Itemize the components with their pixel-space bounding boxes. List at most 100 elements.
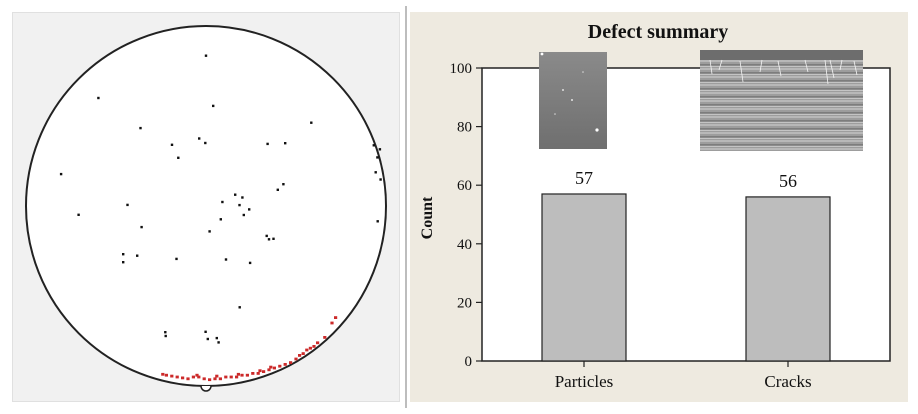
crack-defect	[305, 348, 309, 352]
particle-defect	[374, 171, 377, 174]
crack-defect	[195, 373, 199, 377]
crack-defect	[262, 370, 266, 373]
y-tick-label: 20	[457, 295, 472, 311]
particle-defect	[272, 237, 275, 240]
particle-defect	[215, 336, 218, 340]
x-tick-label: Particles	[555, 372, 614, 391]
particle-defect	[204, 54, 208, 57]
y-axis: 0 20 40 60 80 100	[450, 61, 482, 370]
particle-defect	[282, 183, 285, 186]
particle-defect	[372, 144, 375, 147]
particle-defect	[376, 220, 379, 223]
particle-defect	[204, 330, 207, 333]
crack-defect	[256, 372, 260, 375]
particle-defect	[378, 148, 382, 151]
particle-defect	[122, 253, 125, 256]
data-label: 56	[779, 171, 797, 191]
bar-particles	[541, 193, 627, 362]
crack-defect	[330, 321, 334, 325]
crack-defect	[215, 374, 219, 378]
crack-defect	[267, 368, 271, 372]
defect-summary-chart: Defect summary 0 20 40 60 80 100 Count 57 Part…	[419, 21, 891, 391]
y-axis-label: Count	[419, 196, 436, 239]
crack-defect	[175, 375, 179, 379]
particle-defect	[234, 193, 237, 196]
crack-defect	[191, 375, 195, 379]
particles-inset-image	[539, 52, 607, 149]
crack-defect	[161, 372, 165, 376]
crack-defect	[308, 346, 312, 350]
particle-defect	[284, 142, 287, 145]
particle-defect	[219, 218, 222, 221]
crack-defect	[240, 373, 244, 377]
particle-defect	[59, 172, 63, 176]
crack-defect	[229, 375, 233, 379]
particle-defect	[170, 143, 174, 146]
particle-defect	[276, 188, 279, 191]
wafer-map	[25, 25, 387, 392]
particle-defect	[164, 331, 167, 334]
particle-defect	[266, 142, 269, 146]
particle-defect	[242, 213, 245, 217]
particle-defect	[248, 261, 252, 265]
particle-defect	[136, 254, 139, 257]
crack-defect	[197, 375, 201, 379]
crack-defect	[301, 352, 305, 355]
crack-defect	[224, 375, 228, 379]
particle-defect	[122, 261, 125, 264]
particle-defect	[208, 230, 211, 233]
wafer-map-panel	[12, 12, 400, 402]
crack-defect	[258, 369, 262, 373]
crack-defect	[289, 361, 293, 364]
cracks-inset-image	[700, 50, 863, 151]
particle-defect	[139, 126, 142, 130]
data-label: 57	[575, 168, 593, 188]
crack-defect	[316, 341, 320, 345]
particle-defect	[97, 96, 100, 100]
wafer-defects	[59, 54, 382, 382]
particle-defect	[248, 208, 251, 211]
particle-defect	[175, 257, 178, 261]
particle-defect	[267, 238, 271, 241]
crack-defect	[164, 373, 168, 377]
crack-defect	[186, 377, 190, 381]
particle-defect	[212, 104, 215, 108]
chart-title: Defect summary	[588, 21, 729, 43]
crack-defect	[170, 374, 174, 378]
y-tick-label: 100	[450, 61, 473, 77]
crack-defect	[218, 377, 222, 381]
crack-defect	[312, 345, 316, 348]
crack-defect	[202, 377, 206, 381]
y-tick-label: 60	[457, 178, 472, 194]
crack-defect	[251, 372, 255, 375]
particle-defect	[177, 156, 180, 159]
panel-divider	[405, 6, 407, 408]
defect-summary-panel: Defect summary 0 20 40 60 80 100 Count 57 Part…	[410, 12, 908, 402]
particle-defect	[241, 196, 244, 199]
crack-defect	[298, 354, 302, 357]
wafer-notch	[200, 385, 212, 392]
bar-cracks	[745, 196, 831, 362]
particle-defect	[206, 337, 209, 341]
crack-defect	[278, 364, 282, 368]
particle-defect	[376, 156, 379, 159]
crack-defect	[272, 366, 276, 370]
crack-defect	[269, 365, 273, 369]
particle-defect	[379, 178, 382, 181]
particle-defect	[221, 200, 224, 204]
crack-defect	[235, 375, 239, 379]
particle-defect	[224, 258, 228, 261]
particle-defect	[140, 225, 143, 229]
y-tick-label: 0	[465, 354, 473, 370]
particle-defect	[126, 203, 129, 207]
particle-defect	[217, 341, 220, 344]
crack-defect	[334, 316, 338, 319]
particle-defect	[77, 213, 80, 216]
crack-defect	[213, 377, 217, 381]
particle-defect	[238, 306, 241, 309]
bars: 57 Particles 56 Cracks	[541, 168, 831, 391]
particle-defect	[265, 234, 268, 238]
crack-defect	[245, 373, 249, 377]
crack-defect	[236, 372, 240, 376]
particle-defect	[238, 203, 241, 207]
